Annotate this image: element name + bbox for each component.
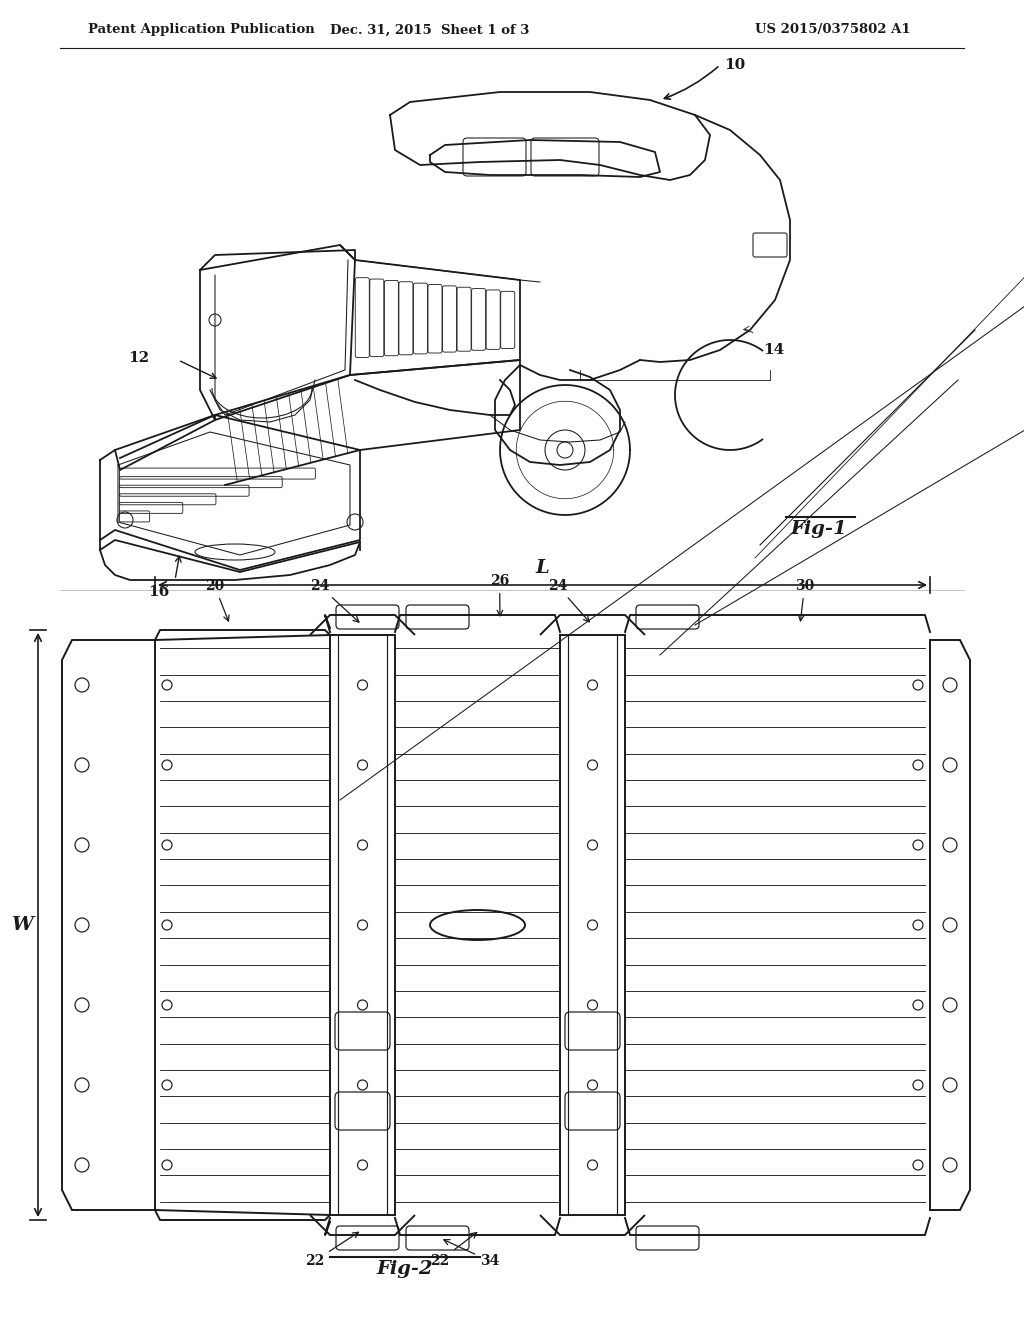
Text: W: W <box>11 916 33 935</box>
Text: Fig-2: Fig-2 <box>377 1261 433 1278</box>
Text: 22: 22 <box>430 1233 477 1269</box>
Text: 10: 10 <box>724 58 745 73</box>
Text: 26: 26 <box>490 574 509 616</box>
Text: Fig-1: Fig-1 <box>790 520 847 539</box>
Text: L: L <box>536 558 549 577</box>
Text: 22: 22 <box>305 1233 358 1269</box>
Text: 14: 14 <box>763 343 784 356</box>
Text: 30: 30 <box>795 579 814 620</box>
Text: 12: 12 <box>128 351 150 366</box>
Text: 24: 24 <box>310 579 359 622</box>
Text: 34: 34 <box>443 1239 500 1269</box>
Text: US 2015/0375802 A1: US 2015/0375802 A1 <box>755 24 910 37</box>
Text: 24: 24 <box>548 579 589 622</box>
Text: Dec. 31, 2015  Sheet 1 of 3: Dec. 31, 2015 Sheet 1 of 3 <box>331 24 529 37</box>
Text: 16: 16 <box>148 585 169 599</box>
Text: Patent Application Publication: Patent Application Publication <box>88 24 314 37</box>
Text: 20: 20 <box>205 579 229 622</box>
